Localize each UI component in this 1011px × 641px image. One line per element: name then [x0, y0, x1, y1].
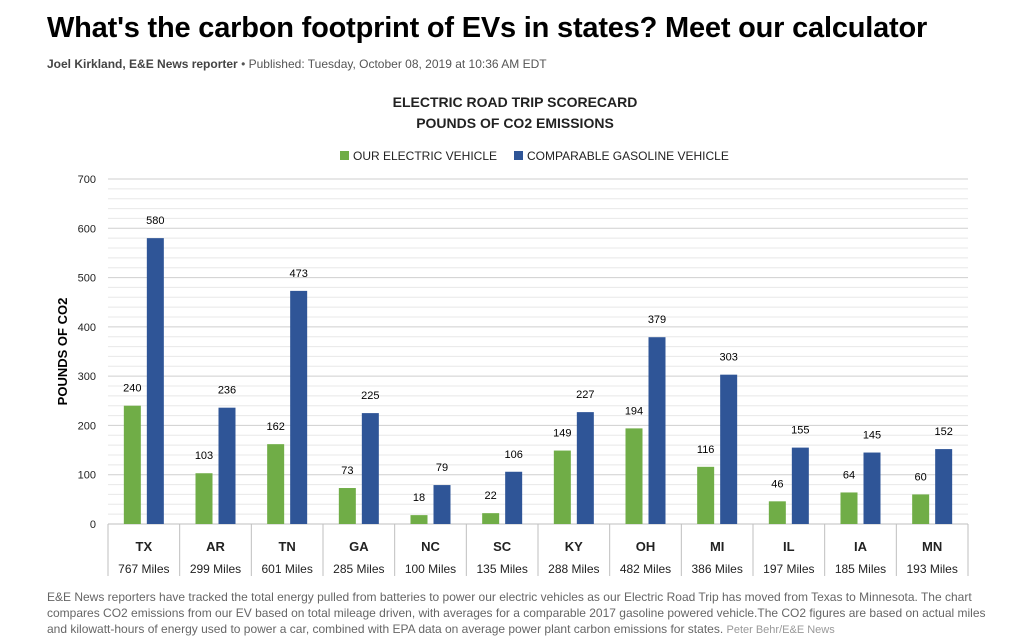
y-axis-label: POUNDS OF CO2: [55, 298, 70, 406]
gas-bar-tx: [146, 238, 164, 524]
category-miles-mn: 193 Miles: [906, 562, 957, 576]
ev-value-label: 22: [485, 490, 497, 502]
ev-bar-sc: [482, 513, 500, 524]
legend-label-1: OUR ELECTRIC VEHICLE: [353, 149, 497, 163]
ev-value-label: 149: [553, 428, 571, 440]
ev-value-label: 60: [915, 471, 927, 483]
ev-bar-ky: [553, 450, 571, 524]
category-label-mi: MI: [710, 539, 724, 554]
legend-swatch-1: [340, 151, 349, 160]
y-tick-label: 100: [78, 470, 96, 482]
category-label-il: IL: [783, 539, 795, 554]
gas-value-label: 225: [361, 390, 379, 402]
ev-value-label: 18: [413, 492, 425, 504]
category-miles-sc: 135 Miles: [476, 562, 527, 576]
gas-bar-tn: [290, 290, 308, 524]
category-miles-tn: 601 Miles: [261, 562, 312, 576]
article-byline: Joel Kirkland, E&E News reporter • Publi…: [47, 57, 547, 71]
ev-bar-tx: [123, 405, 141, 524]
byline-separator: •: [241, 57, 246, 71]
ev-bar-mn: [912, 494, 930, 524]
category-miles-oh: 482 Miles: [620, 562, 671, 576]
category-miles-il: 197 Miles: [763, 562, 814, 576]
ev-value-label: 116: [697, 444, 715, 456]
ev-value-label: 162: [266, 421, 284, 433]
legend-swatch-2: [514, 151, 523, 160]
gas-value-label: 145: [863, 430, 881, 442]
chart-figure: ELECTRIC ROAD TRIP SCORECARD POUNDS OF CO…: [0, 85, 1011, 580]
ev-value-label: 73: [341, 465, 353, 477]
gas-bar-ia: [863, 452, 881, 524]
category-miles-ia: 185 Miles: [835, 562, 886, 576]
category-miles-mi: 386 Miles: [691, 562, 742, 576]
publish-date: Published: Tuesday, October 08, 2019 at …: [248, 57, 547, 71]
gas-value-label: 379: [648, 314, 666, 326]
gas-bar-mn: [935, 449, 953, 524]
ev-bar-mi: [697, 466, 715, 524]
bar-chart: ELECTRIC ROAD TRIP SCORECARD POUNDS OF CO…: [55, 94, 969, 576]
gas-value-label: 227: [576, 389, 594, 401]
ev-bar-tn: [267, 444, 285, 524]
gas-value-label: 106: [504, 449, 522, 461]
category-label-tn: TN: [278, 539, 295, 554]
category-label-sc: SC: [493, 539, 512, 554]
ev-value-label: 103: [195, 450, 213, 462]
y-tick-label: 700: [78, 174, 96, 186]
gas-bar-il: [791, 447, 809, 524]
gas-value-label: 236: [218, 385, 236, 397]
chart-subtitle: POUNDS OF CO2 EMISSIONS: [416, 115, 614, 131]
y-tick-label: 200: [78, 420, 96, 432]
gas-bar-ar: [218, 407, 236, 524]
category-label-ga: GA: [349, 539, 369, 554]
y-tick-label: 500: [78, 273, 96, 285]
article-headline: What's the carbon footprint of EVs in st…: [47, 12, 928, 44]
category-label-ar: AR: [206, 539, 225, 554]
chart-title: ELECTRIC ROAD TRIP SCORECARD: [393, 94, 638, 110]
ev-bar-nc: [410, 515, 428, 524]
chart-caption: E&E News reporters have tracked the tota…: [47, 589, 987, 638]
ev-value-label: 46: [771, 478, 783, 490]
caption-text: E&E News reporters have tracked the tota…: [47, 590, 986, 636]
category-miles-nc: 100 Miles: [405, 562, 456, 576]
gas-value-label: 79: [436, 462, 448, 474]
ev-bar-ga: [338, 488, 356, 524]
category-label-ky: KY: [565, 539, 583, 554]
gas-bar-oh: [648, 337, 666, 524]
author-name[interactable]: Joel Kirkland, E&E News reporter: [47, 57, 238, 71]
category-label-nc: NC: [421, 539, 440, 554]
ev-bar-ia: [840, 492, 858, 524]
ev-value-label: 194: [625, 405, 643, 417]
y-tick-label: 400: [78, 322, 96, 334]
category-miles-ky: 288 Miles: [548, 562, 599, 576]
ev-bar-ar: [195, 473, 213, 524]
category-miles-ar: 299 Miles: [190, 562, 241, 576]
gas-bar-mi: [720, 374, 738, 524]
category-label-ia: IA: [854, 539, 868, 554]
ev-value-label: 240: [123, 383, 141, 395]
gas-value-label: 303: [719, 352, 737, 364]
ev-bar-il: [768, 501, 786, 524]
ev-bar-oh: [625, 428, 643, 524]
gas-value-label: 580: [146, 215, 164, 227]
gas-bar-ky: [576, 412, 594, 524]
ev-value-label: 64: [843, 469, 855, 481]
gas-value-label: 152: [934, 426, 952, 438]
y-tick-label: 300: [78, 371, 96, 383]
gas-value-label: 155: [791, 425, 809, 437]
category-label-mn: MN: [922, 539, 942, 554]
y-tick-label: 600: [78, 223, 96, 235]
y-tick-label: 0: [90, 519, 96, 531]
photo-credit: Peter Behr/E&E News: [726, 624, 835, 636]
category-label-oh: OH: [636, 539, 656, 554]
gas-bar-ga: [361, 413, 379, 524]
gas-bar-nc: [433, 485, 451, 524]
category-label-tx: TX: [136, 539, 153, 554]
legend-label-2: COMPARABLE GASOLINE VEHICLE: [527, 149, 729, 163]
category-miles-tx: 767 Miles: [118, 562, 169, 576]
gas-value-label: 473: [289, 268, 307, 280]
gas-bar-sc: [505, 471, 523, 524]
category-miles-ga: 285 Miles: [333, 562, 384, 576]
